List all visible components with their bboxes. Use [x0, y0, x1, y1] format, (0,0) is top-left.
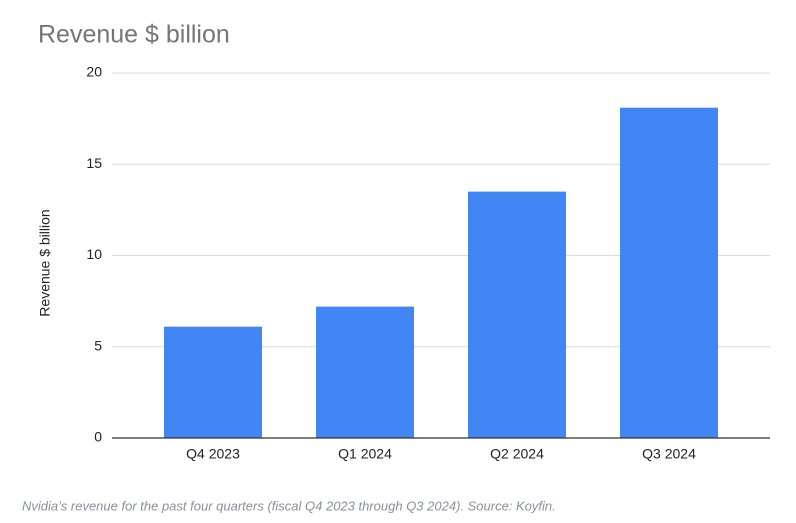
y-tick-label: 0: [94, 429, 102, 445]
y-tick-label: 5: [94, 337, 102, 353]
x-tick-label: Q1 2024: [338, 446, 392, 462]
y-axis-label: Revenue $ billion: [37, 209, 53, 316]
chart-title: Revenue $ billion: [38, 21, 230, 49]
bar: [316, 306, 414, 438]
x-tick-label: Q2 2024: [490, 446, 544, 462]
y-tick-label: 15: [86, 155, 102, 171]
bar: [620, 107, 718, 439]
caption: Nvidia’s revenue for the past four quart…: [22, 498, 556, 513]
bar: [164, 326, 262, 438]
y-tick-label: 10: [86, 246, 102, 262]
y-tick-label: 20: [86, 64, 102, 80]
bar: [468, 191, 566, 438]
x-tick-label: Q3 2024: [642, 446, 696, 462]
x-tick-label: Q4 2023: [186, 446, 240, 462]
